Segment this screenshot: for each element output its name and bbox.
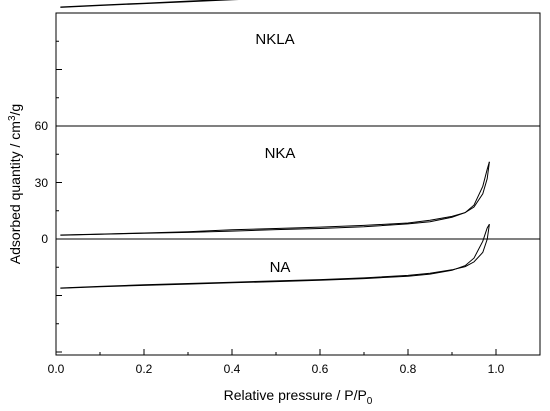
- x-axis-title: Relative pressure / P/P0: [224, 387, 373, 407]
- series-nkla-desorption: [60, 0, 228, 8]
- x-tick-label-0-4: 0.4: [224, 362, 241, 376]
- y-axis-title: Adsorbed quantity / cm3/g: [7, 104, 23, 264]
- series-nka-desorption: [60, 161, 490, 236]
- x-tick-label-0-0: 0.0: [48, 362, 65, 376]
- x-tick-label-1-0: 1.0: [488, 362, 505, 376]
- panel-label-nkla: NKLA: [255, 31, 294, 48]
- series-group: [60, 0, 490, 289]
- panel-label-na: NA: [270, 259, 291, 276]
- x-tick-label-0-2: 0.2: [136, 362, 153, 376]
- series-nka-adsorption: [60, 161, 490, 236]
- series-na-adsorption: [60, 223, 490, 289]
- y-tick-label-0: 0: [41, 232, 48, 246]
- series-na-desorption: [60, 224, 490, 289]
- panel-label-nka: NKA: [265, 145, 296, 162]
- y-tick-label-30: 30: [35, 176, 49, 190]
- axis-ticks: [55, 12, 541, 355]
- x-tick-label-0-6: 0.6: [312, 362, 329, 376]
- plot-frame: [55, 12, 541, 356]
- x-tick-label-0-8: 0.8: [400, 362, 417, 376]
- y-tick-label-60: 60: [35, 119, 49, 133]
